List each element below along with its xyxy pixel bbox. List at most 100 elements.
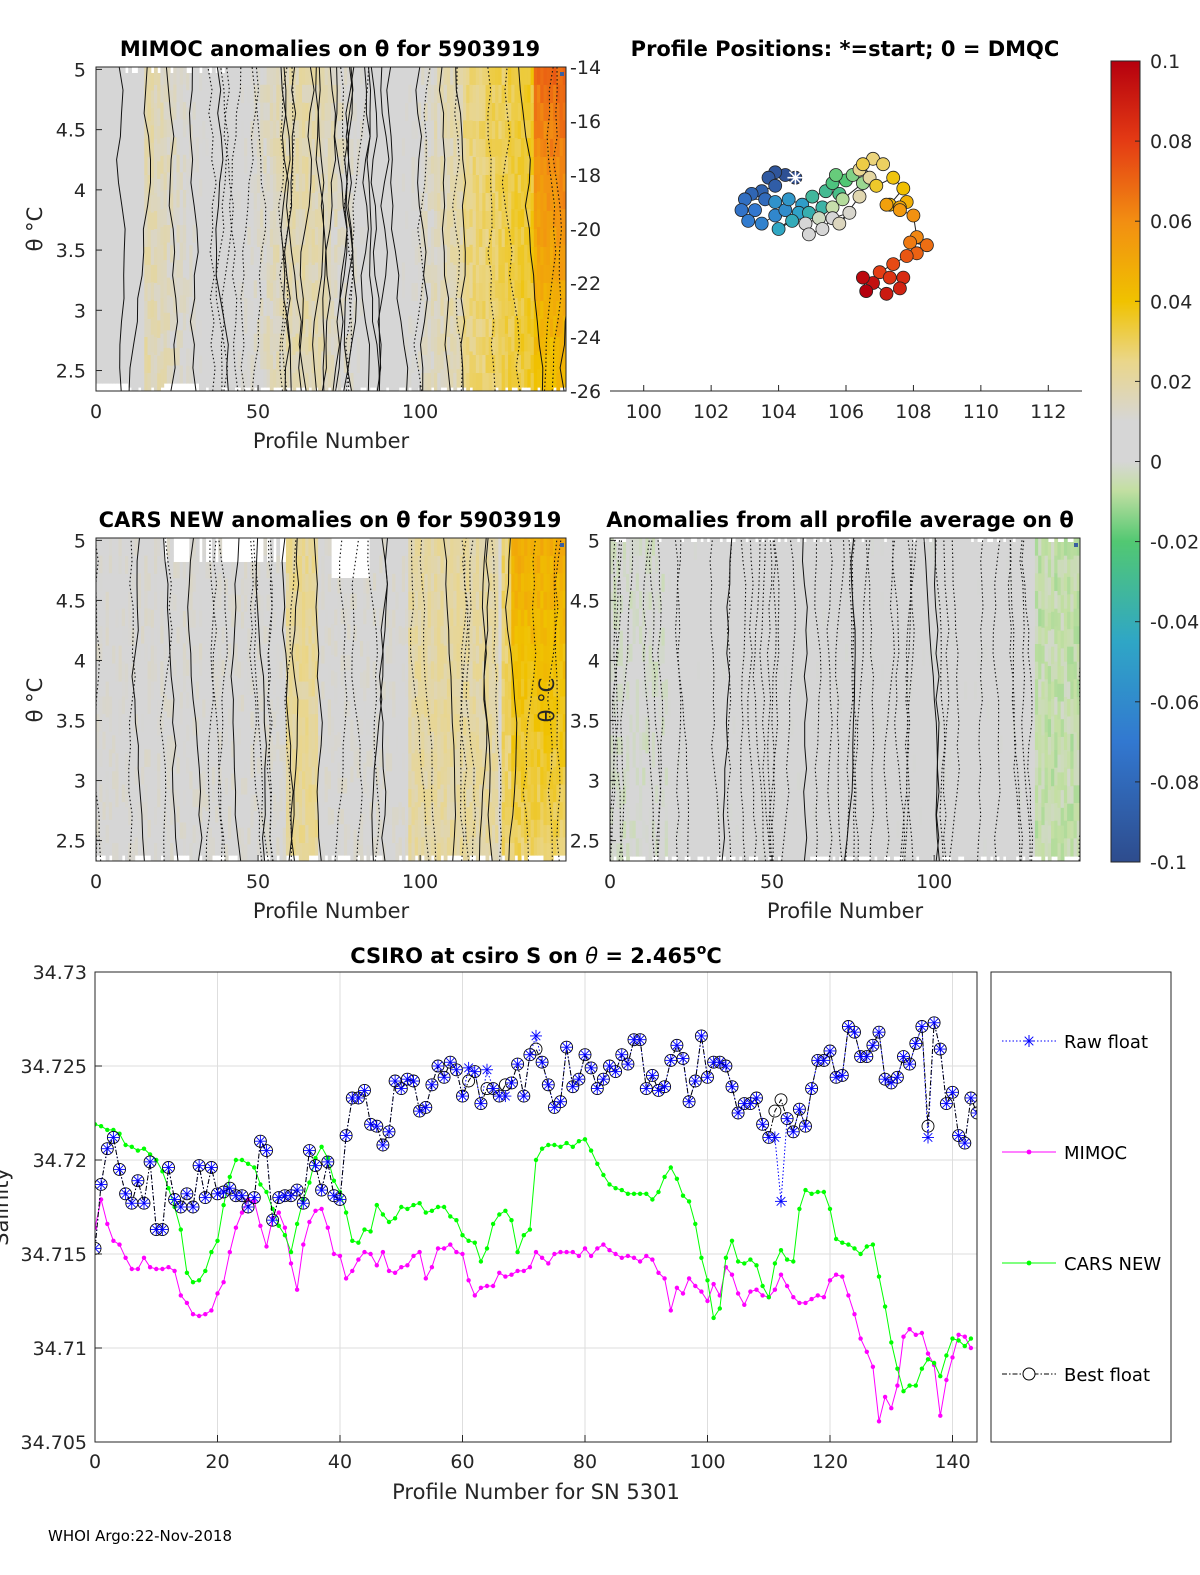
anomaly-cell [305,627,310,647]
anomaly-cell [553,333,557,353]
anomaly-cell [395,229,400,248]
anomaly-cell [147,319,152,338]
anomaly-cell [359,84,364,104]
anomaly-cell [443,102,448,121]
anomaly-cell [369,138,374,157]
anomaly-cell [240,777,245,796]
anomaly-cell [211,175,216,194]
anomaly-cell [302,681,306,701]
anomaly-cell [176,643,181,661]
anomaly-cell [475,645,480,665]
anomaly-cell [504,351,509,370]
anomaly-cell [482,67,487,86]
anomaly-cell [305,591,310,611]
anomaly-cell [488,229,493,248]
anomaly-cell [234,191,239,210]
anomaly-cell [392,157,396,176]
anomaly-cell [199,179,203,198]
anomaly-cell [376,643,380,662]
anomaly-cell [392,247,396,266]
anomaly-cell [331,670,335,687]
anomaly-cell [491,789,496,808]
anomaly-cell [121,555,126,574]
anomaly-cell [424,771,429,790]
anomaly-cell [501,175,506,194]
anomaly-cell [157,285,161,304]
anomaly-cell [347,808,351,825]
anomaly-cell [221,247,226,266]
anomaly-cell [99,277,104,296]
anomaly-cell [231,319,236,338]
anomaly-cell [166,260,171,279]
anomaly-cell [311,121,316,140]
anomaly-cell [443,351,448,370]
anomaly-cell [414,573,419,592]
anomaly-cell [118,347,123,367]
anomaly-cell [131,285,136,304]
anomaly-cell [305,825,310,844]
anomaly-cell [298,120,303,139]
anomaly-cell [511,209,516,228]
anomaly-cell [192,843,197,861]
anomaly-cell [459,262,464,281]
anomaly-cell [363,747,368,764]
anomaly-cell [276,696,281,715]
anomaly-cell [424,67,429,86]
anomaly-cell [244,711,248,729]
anomaly-cell [311,837,316,856]
anomaly-cell [511,315,516,335]
anomaly-cell [462,591,467,611]
anomaly-cell [153,717,158,736]
anomaly-cell [240,355,245,374]
anomaly-cell [479,247,483,266]
anomaly-cell [134,678,139,698]
anomaly-cell [559,280,564,299]
anomaly-cell [398,191,403,210]
anomaly-cell [150,753,155,772]
anomaly-cell [437,807,442,826]
anomaly-cell [292,247,297,266]
anomaly-cell [224,761,229,779]
anomaly-cell [537,102,541,121]
anomaly-cell [128,681,133,701]
anomaly-cell [276,819,281,838]
anomaly-cell [141,319,145,338]
anomaly-cell [234,627,239,644]
anomaly-cell [124,555,129,575]
anomaly-cell [211,608,216,627]
anomaly-cell [215,232,219,251]
anomaly-cell [227,741,232,758]
anomaly-cell [260,244,264,264]
anomaly-cell [298,699,303,719]
anomaly-cell [408,609,413,629]
anomaly-cell [485,699,490,719]
anomaly-cell [227,139,232,158]
anomaly-cell [150,645,155,665]
anomaly-cell [124,245,129,264]
anomaly-cell [153,591,158,611]
anomaly-cell [369,731,374,750]
anomaly-cell [215,822,219,840]
anomaly-cell [469,173,474,193]
anomaly-cell [237,711,242,729]
anomaly-cell [250,777,255,796]
anomaly-cell [331,211,335,230]
anomaly-cell [260,209,264,228]
anomaly-cell [353,85,358,104]
anomaly-cell [124,825,129,844]
anomaly-cell [417,591,422,611]
anomaly-cell [108,608,113,627]
anomaly-cell [350,735,355,752]
anomaly-cell [250,628,255,646]
anomaly-cell [453,355,458,374]
anomaly-cell [176,312,181,331]
anomaly-cell [153,699,158,719]
anomaly-cell [96,802,100,821]
anomaly-cell [485,645,490,665]
anomaly-cell [398,369,403,388]
anomaly-cell [401,771,406,790]
anomaly-cell [369,262,374,281]
anomaly-cell [231,121,236,140]
anomaly-cell [199,627,203,644]
anomaly-cell [234,84,239,104]
